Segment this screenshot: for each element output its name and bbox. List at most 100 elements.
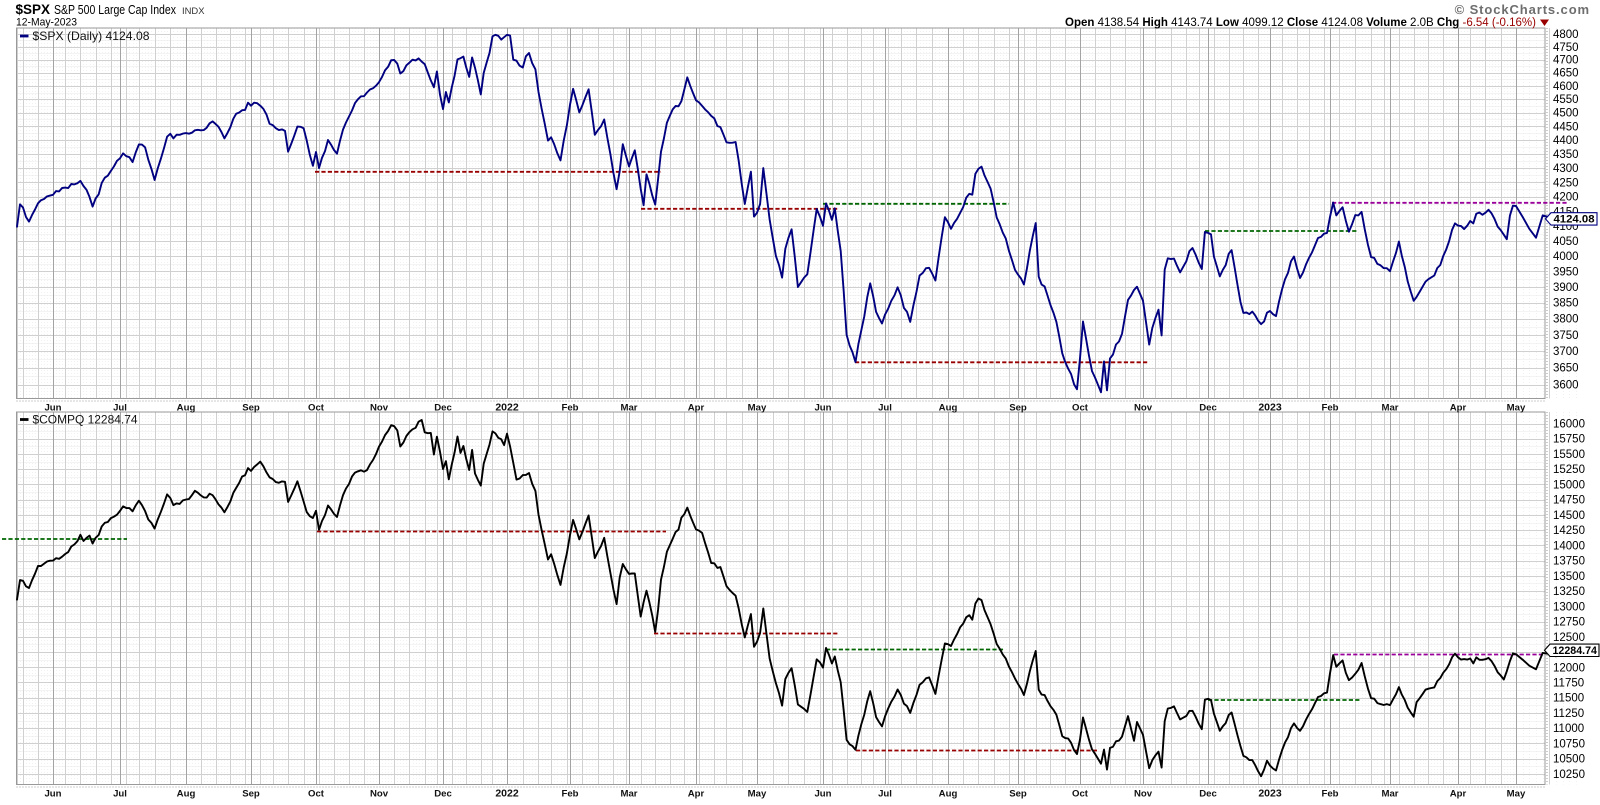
svg-text:13500: 13500 <box>1553 571 1585 583</box>
svg-text:May: May <box>748 403 767 414</box>
svg-text:14000: 14000 <box>1553 540 1585 552</box>
svg-text:14250: 14250 <box>1553 525 1585 537</box>
svg-text:4000: 4000 <box>1553 251 1579 263</box>
svg-text:4600: 4600 <box>1553 81 1579 93</box>
svg-text:4700: 4700 <box>1553 55 1579 67</box>
svg-text:4400: 4400 <box>1553 135 1579 147</box>
svg-text:11500: 11500 <box>1553 693 1584 705</box>
svg-text:14750: 14750 <box>1553 495 1585 507</box>
svg-text:2023: 2023 <box>1258 402 1282 414</box>
svg-text:12000: 12000 <box>1553 662 1585 674</box>
svg-text:2022: 2022 <box>495 402 519 414</box>
svg-text:$SPX (Daily) 4124.08: $SPX (Daily) 4124.08 <box>33 29 150 43</box>
svg-text:Dec: Dec <box>434 789 452 800</box>
svg-text:© StockCharts.com: © StockCharts.com <box>1455 2 1590 17</box>
svg-text:Apr: Apr <box>1450 403 1467 414</box>
svg-text:4300: 4300 <box>1553 163 1579 175</box>
svg-text:Aug: Aug <box>939 789 958 800</box>
svg-text:4800: 4800 <box>1553 29 1579 41</box>
svg-text:Jun: Jun <box>814 789 831 800</box>
svg-text:Mar: Mar <box>1381 403 1398 414</box>
svg-text:Oct: Oct <box>1072 403 1089 414</box>
svg-text:Feb: Feb <box>561 403 578 414</box>
svg-text:Feb: Feb <box>1321 789 1338 800</box>
svg-text:Oct: Oct <box>308 403 325 414</box>
svg-text:11250: 11250 <box>1553 708 1584 720</box>
svg-text:Jul: Jul <box>113 789 127 800</box>
svg-text:4500: 4500 <box>1553 108 1579 120</box>
svg-text:Aug: Aug <box>177 403 196 414</box>
svg-text:Sep: Sep <box>242 789 260 800</box>
svg-text:3650: 3650 <box>1553 363 1579 375</box>
svg-text:11750: 11750 <box>1553 678 1584 690</box>
svg-text:Jun: Jun <box>44 403 61 414</box>
svg-text:4550: 4550 <box>1553 94 1579 106</box>
svg-text:INDX: INDX <box>182 6 205 17</box>
svg-text:4050: 4050 <box>1553 236 1579 248</box>
svg-text:3900: 3900 <box>1553 282 1579 294</box>
svg-text:Nov: Nov <box>370 403 389 414</box>
svg-text:3850: 3850 <box>1553 298 1579 310</box>
svg-text:Oct: Oct <box>308 789 325 800</box>
svg-text:2023: 2023 <box>1258 788 1282 800</box>
svg-text:12284.74: 12284.74 <box>1553 645 1598 657</box>
svg-text:Feb: Feb <box>561 789 578 800</box>
svg-text:10750: 10750 <box>1553 738 1585 750</box>
svg-text:15000: 15000 <box>1553 479 1585 491</box>
svg-text:4350: 4350 <box>1553 149 1579 161</box>
svg-text:Jun: Jun <box>814 403 831 414</box>
svg-text:3800: 3800 <box>1553 314 1579 326</box>
svg-text:3700: 3700 <box>1553 346 1579 358</box>
svg-text:Dec: Dec <box>1199 403 1217 414</box>
svg-text:May: May <box>1507 789 1526 800</box>
svg-text:4200: 4200 <box>1553 192 1579 204</box>
svg-text:13250: 13250 <box>1553 586 1585 598</box>
svg-text:Jul: Jul <box>878 403 892 414</box>
svg-text:Mar: Mar <box>620 789 637 800</box>
svg-text:Jul: Jul <box>878 789 892 800</box>
svg-text:12-May-2023: 12-May-2023 <box>16 17 77 29</box>
svg-text:May: May <box>748 789 767 800</box>
svg-text:3750: 3750 <box>1553 330 1579 342</box>
svg-text:3950: 3950 <box>1553 267 1579 279</box>
svg-text:S&P 500 Large Cap Index: S&P 500 Large Cap Index <box>54 3 177 17</box>
svg-text:Jun: Jun <box>44 789 61 800</box>
svg-text:4450: 4450 <box>1553 121 1579 133</box>
svg-text:15500: 15500 <box>1553 449 1585 461</box>
svg-text:10250: 10250 <box>1553 769 1585 781</box>
svg-text:4124.08: 4124.08 <box>1554 214 1595 226</box>
svg-text:Aug: Aug <box>939 403 958 414</box>
svg-text:Sep: Sep <box>1009 403 1027 414</box>
svg-text:Dec: Dec <box>1199 789 1217 800</box>
svg-text:11000: 11000 <box>1553 723 1584 735</box>
svg-text:$SPX: $SPX <box>16 2 51 17</box>
svg-text:Apr: Apr <box>688 403 705 414</box>
svg-text:16000: 16000 <box>1553 419 1585 431</box>
svg-text:12750: 12750 <box>1553 617 1585 629</box>
svg-text:Aug: Aug <box>177 789 196 800</box>
svg-text:Jul: Jul <box>113 403 127 414</box>
svg-text:Nov: Nov <box>1134 789 1153 800</box>
svg-text:Nov: Nov <box>370 789 389 800</box>
svg-text:12500: 12500 <box>1553 632 1585 644</box>
svg-text:Feb: Feb <box>1321 403 1338 414</box>
svg-text:Dec: Dec <box>434 403 452 414</box>
svg-text:May: May <box>1507 403 1526 414</box>
svg-text:13000: 13000 <box>1553 601 1585 613</box>
svg-text:15750: 15750 <box>1553 434 1585 446</box>
svg-text:2022: 2022 <box>495 788 519 800</box>
svg-text:$COMPQ 12284.74: $COMPQ 12284.74 <box>33 413 138 427</box>
svg-text:15250: 15250 <box>1553 464 1585 476</box>
svg-text:Oct: Oct <box>1072 789 1089 800</box>
svg-text:3600: 3600 <box>1553 380 1579 392</box>
svg-text:4750: 4750 <box>1553 42 1579 54</box>
svg-text:Nov: Nov <box>1134 403 1153 414</box>
svg-text:Open 4138.54 High 4143.74 Low: Open 4138.54 High 4143.74 Low 4099.12 Cl… <box>1065 17 1536 29</box>
svg-text:Mar: Mar <box>1381 789 1398 800</box>
svg-text:Apr: Apr <box>688 789 705 800</box>
svg-text:14500: 14500 <box>1553 510 1585 522</box>
svg-text:Mar: Mar <box>620 403 637 414</box>
svg-text:Apr: Apr <box>1450 789 1467 800</box>
svg-text:Sep: Sep <box>242 403 260 414</box>
svg-text:4250: 4250 <box>1553 177 1579 189</box>
